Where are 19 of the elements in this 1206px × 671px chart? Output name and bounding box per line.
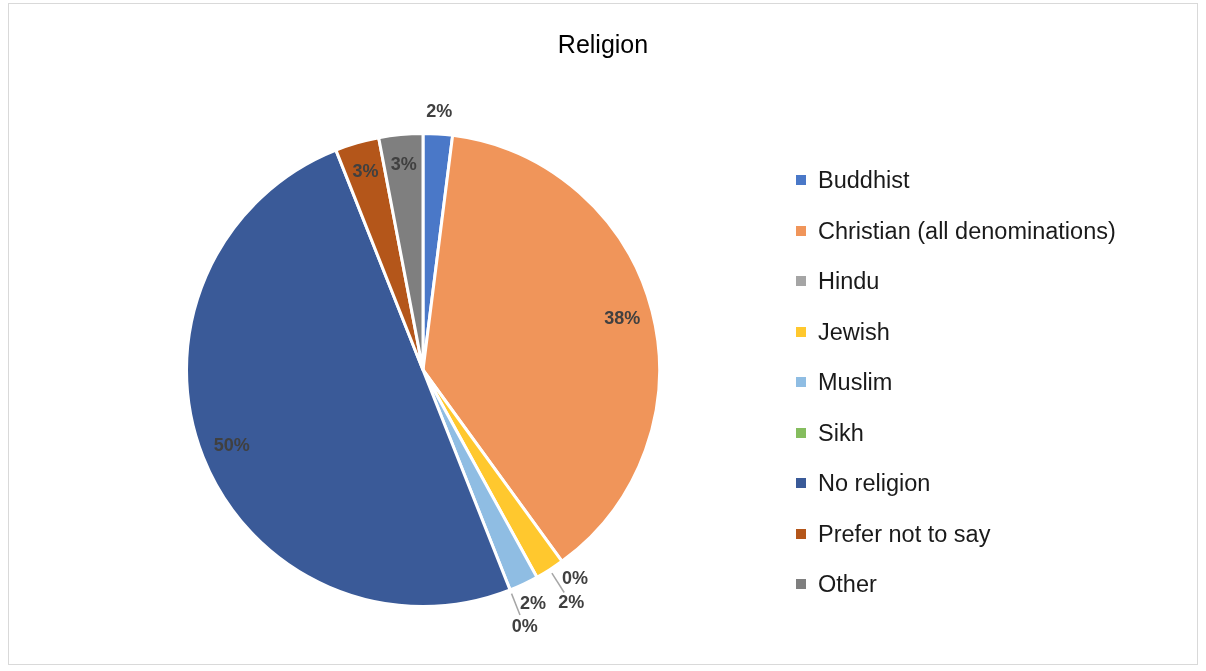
legend-label: Sikh [818,418,864,447]
chart-title: Religion [556,29,650,59]
data-label: 2% [558,592,585,613]
text: 0% [511,616,538,637]
data-label: 2% [520,592,547,613]
data-label: 38% [604,307,641,328]
text: 0% [561,568,588,589]
legend-label: Prefer not to say [818,519,991,548]
legend-label: Jewish [818,317,890,346]
data-label: 2% [426,100,453,121]
legend-label: Other [818,570,877,598]
data-label: 3% [352,161,379,182]
data-label: 3% [390,154,417,175]
legend-label: No religion [818,469,931,497]
legend-label: Hindu [818,267,880,295]
legend-label: Muslim [818,368,893,396]
legend-label: Buddhist [818,166,910,194]
legend-label: Christian (all denominations) [818,216,1116,245]
data-label: 50% [213,434,250,455]
